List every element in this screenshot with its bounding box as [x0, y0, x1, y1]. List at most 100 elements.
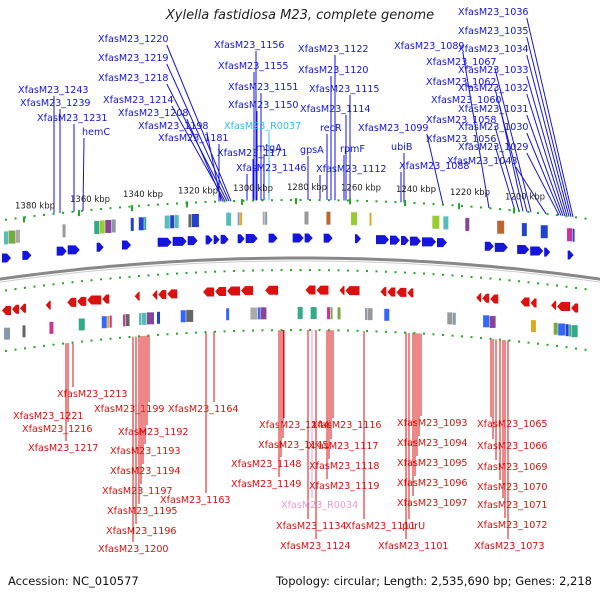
scale-dot: [328, 269, 330, 272]
scale-dot: [461, 275, 463, 278]
gene-arrow: [557, 302, 571, 312]
scale-dot: [14, 348, 17, 351]
scale-dot: [565, 215, 568, 218]
scale-dot: [24, 347, 26, 350]
cog-block: [22, 325, 26, 338]
gene-arrow: [476, 293, 482, 303]
scale-dot: [33, 215, 36, 218]
scale-dot: [233, 199, 235, 202]
scale-dot: [489, 337, 492, 340]
reverse-strand-genes: [2, 285, 579, 316]
scale-dot: [489, 207, 492, 210]
cog-block: [191, 214, 199, 228]
scale-dot: [195, 331, 197, 334]
scale-dot: [470, 275, 473, 278]
scale-dot: [147, 204, 150, 207]
gene-arrow: [67, 245, 80, 255]
scale-dot: [5, 349, 7, 352]
gene-label: XfasM23_1035: [458, 26, 529, 37]
gene-label: gpsA: [300, 145, 324, 156]
gene-label: XfasM23_1101: [378, 541, 449, 552]
scale-dot: [214, 200, 216, 203]
gene-label: XfasM23_1219: [98, 53, 169, 64]
gene-arrow: [56, 246, 67, 256]
scale-dot: [252, 199, 254, 202]
scale-dot: [233, 330, 235, 333]
gene-label: XfasM23_1036: [458, 7, 529, 18]
scale-dot: [556, 214, 558, 217]
scale-dot: [299, 199, 302, 202]
scale-dot: [347, 199, 349, 202]
cog-block: [452, 312, 456, 325]
scale-dot: [356, 269, 359, 272]
scale-tick: [458, 203, 460, 210]
scale-dot: [280, 329, 283, 332]
cog-block: [571, 325, 578, 338]
scale-dot: [442, 273, 444, 276]
scale-dot: [100, 338, 102, 341]
scale-dot: [470, 336, 473, 339]
scale-dot: [584, 217, 587, 220]
scale-dot: [5, 218, 7, 221]
gene-arrow: [2, 253, 11, 263]
scale-tick: [78, 210, 80, 217]
scale-dot: [233, 270, 235, 273]
inner-scale-dots: [5, 269, 587, 292]
scale-dot: [166, 333, 169, 336]
cog-block: [567, 228, 573, 242]
scale-dot: [451, 274, 454, 277]
lower-scale-dots: [5, 329, 587, 352]
gene-label: XfasM23_1194: [110, 466, 181, 477]
cog-block: [326, 211, 331, 225]
scale-dot: [204, 201, 207, 204]
scale-dot: [328, 329, 330, 332]
gene-arrow: [96, 242, 104, 252]
gene-label: XfasM23_1217: [28, 443, 99, 454]
leader-lines: [53, 17, 574, 542]
gene-label: XfasM23_1058: [426, 115, 497, 126]
gene-arrow: [387, 287, 396, 297]
scale-dot: [537, 211, 539, 214]
scale-dot: [394, 271, 397, 274]
scale-dot: [128, 205, 131, 208]
gene-arrow: [12, 304, 19, 314]
cog-block: [16, 229, 20, 243]
gene-arrow: [407, 288, 414, 298]
cog-block: [111, 219, 116, 233]
gene-arrow: [22, 250, 32, 260]
gene-label: XfasM23_1218: [98, 73, 169, 84]
gene-label: XfasM23_1060: [431, 95, 502, 106]
gene-label: XfasM23_1112: [316, 164, 387, 175]
gene-arrow: [167, 289, 178, 299]
leader-line: [426, 133, 444, 205]
gene-label: XfasM23_1066: [477, 441, 548, 452]
gene-arrow: [530, 246, 544, 256]
cog-block: [443, 216, 449, 230]
cog-block: [365, 308, 368, 321]
scale-dot: [318, 269, 321, 272]
gene-arrow: [316, 285, 329, 295]
cog-block: [265, 211, 268, 225]
scale-dot: [290, 199, 292, 202]
gene-label: XfasM23_1144: [259, 420, 330, 431]
accession-text: Accession: NC_010577: [8, 574, 139, 588]
scale-dot: [261, 199, 264, 202]
gene-label: XfasM23_1094: [397, 438, 468, 449]
scale-dot: [470, 205, 473, 208]
gene-arrow: [544, 247, 551, 257]
scale-dot: [489, 277, 492, 280]
cog-block: [186, 309, 194, 322]
scale-dot: [62, 342, 64, 345]
cog-block: [180, 310, 186, 323]
scale-dot: [356, 199, 359, 202]
scale-dot: [128, 275, 131, 278]
cog-block: [553, 322, 558, 335]
scale-dot: [394, 201, 397, 204]
scale-dot: [318, 329, 321, 332]
scale-dot: [299, 269, 302, 272]
gene-label: XfasM23_1067: [426, 57, 497, 68]
scale-dot: [33, 346, 36, 349]
scale-dot: [356, 329, 359, 332]
gene-label: XfasM23_1029: [458, 142, 529, 153]
scale-dot: [280, 199, 283, 202]
